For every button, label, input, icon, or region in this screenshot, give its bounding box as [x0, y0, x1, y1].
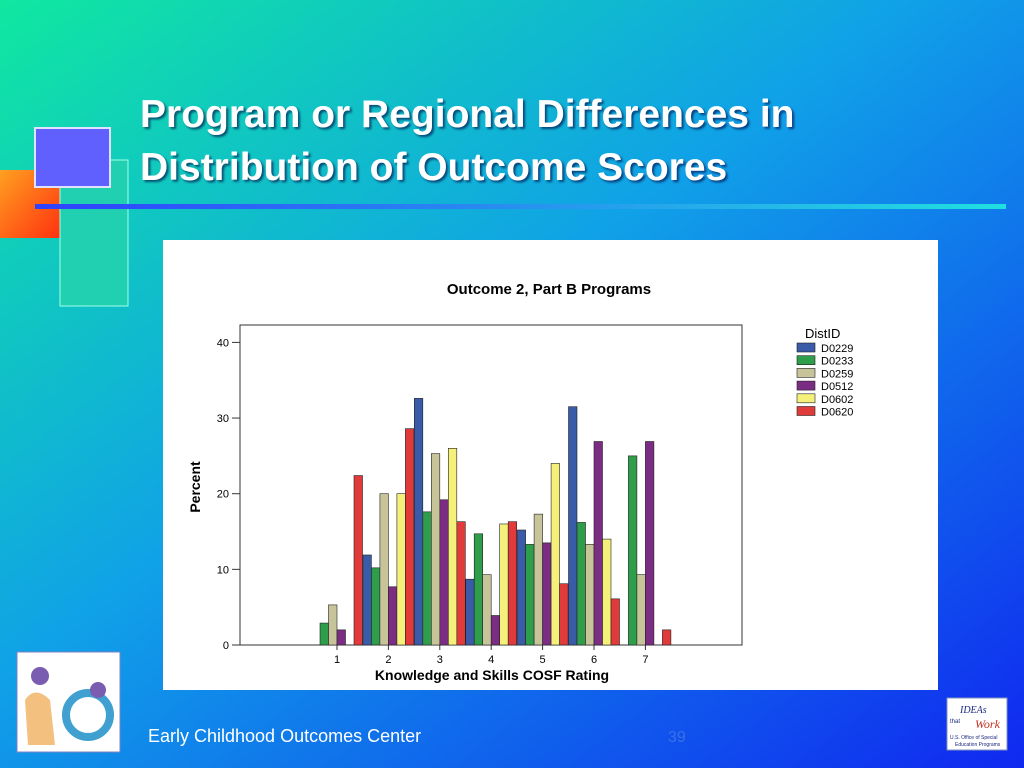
x-tick-label: 6 [591, 654, 597, 666]
x-tick-label: 3 [437, 654, 443, 666]
bar [439, 499, 449, 646]
logo-text: Work [975, 717, 1001, 731]
x-tick-label: 2 [385, 654, 391, 666]
bar [328, 604, 338, 646]
logo-text: that [950, 719, 960, 725]
legend-swatch [796, 406, 816, 416]
legend-swatch [796, 393, 816, 404]
bar [568, 406, 578, 646]
legend-label: D0620 [821, 407, 853, 419]
page-number: 39 [668, 729, 686, 746]
slide-title: Program or Regional Differences in [140, 93, 795, 136]
bar [550, 463, 560, 646]
x-tick-label: 7 [642, 654, 648, 666]
legend-swatch [796, 355, 816, 366]
bar [525, 544, 535, 646]
bar [662, 629, 672, 646]
x-tick-label: 1 [334, 654, 340, 666]
bar [379, 493, 389, 646]
bar [507, 521, 518, 646]
legend-title: DistID [805, 326, 840, 341]
x-tick-label: 4 [488, 654, 494, 666]
logo-text: U.S. Office of Special [950, 735, 997, 741]
logo-right [946, 697, 1008, 751]
bar [362, 554, 372, 646]
legend-label: D0233 [821, 356, 853, 368]
bar [593, 441, 603, 646]
chart-title: Outcome 2, Part B Programs [447, 281, 651, 298]
x-axis-label: Knowledge and Skills COSF Rating [375, 667, 609, 683]
legend-swatch [796, 380, 816, 391]
legend-swatch [796, 342, 816, 353]
y-tick-label: 30 [217, 413, 229, 425]
legend-label: D0602 [821, 394, 853, 406]
legend-label: D0259 [821, 368, 853, 380]
bar [628, 455, 638, 646]
slide-title: Distribution of Outcome Scores [140, 146, 727, 189]
footer-text: Early Childhood Outcomes Center [148, 726, 421, 746]
bar [490, 615, 501, 646]
bar [336, 629, 346, 646]
y-tick-label: 20 [217, 489, 229, 501]
bar [516, 529, 526, 646]
bar [636, 574, 646, 646]
decor-square [34, 127, 111, 188]
bar [396, 493, 406, 646]
bar [405, 428, 415, 646]
legend-swatch [796, 368, 816, 378]
title-rule [35, 204, 1006, 209]
bar [585, 544, 595, 646]
bar [319, 622, 329, 646]
logo-letter [25, 692, 55, 745]
bar [353, 475, 363, 646]
bar [559, 583, 569, 646]
x-tick-label: 5 [540, 654, 546, 666]
y-tick-label: 0 [223, 640, 229, 652]
logo-figure [31, 667, 49, 685]
bar [447, 448, 458, 646]
bar [576, 522, 586, 646]
logo-figure [90, 682, 106, 698]
bar [533, 513, 543, 646]
bar [456, 521, 466, 646]
logo-letter [62, 689, 114, 741]
bar [482, 574, 492, 646]
logo-text: IDEAs [959, 705, 987, 716]
bar [430, 453, 441, 646]
bar [499, 523, 509, 646]
logo-text: Education Programs [955, 742, 1001, 748]
bar [602, 538, 612, 646]
y-tick-label: 10 [217, 564, 229, 576]
y-axis-label: Percent [187, 461, 203, 513]
bar [465, 578, 475, 646]
bar [413, 398, 424, 646]
bar [371, 567, 381, 646]
bar [388, 586, 398, 646]
bar [610, 598, 620, 646]
legend-label: D0229 [821, 343, 853, 355]
y-tick-label: 40 [217, 337, 229, 349]
legend-label: D0512 [821, 381, 853, 393]
bar [542, 542, 552, 646]
bar [645, 441, 655, 646]
bar [422, 511, 432, 646]
bar [473, 533, 484, 646]
